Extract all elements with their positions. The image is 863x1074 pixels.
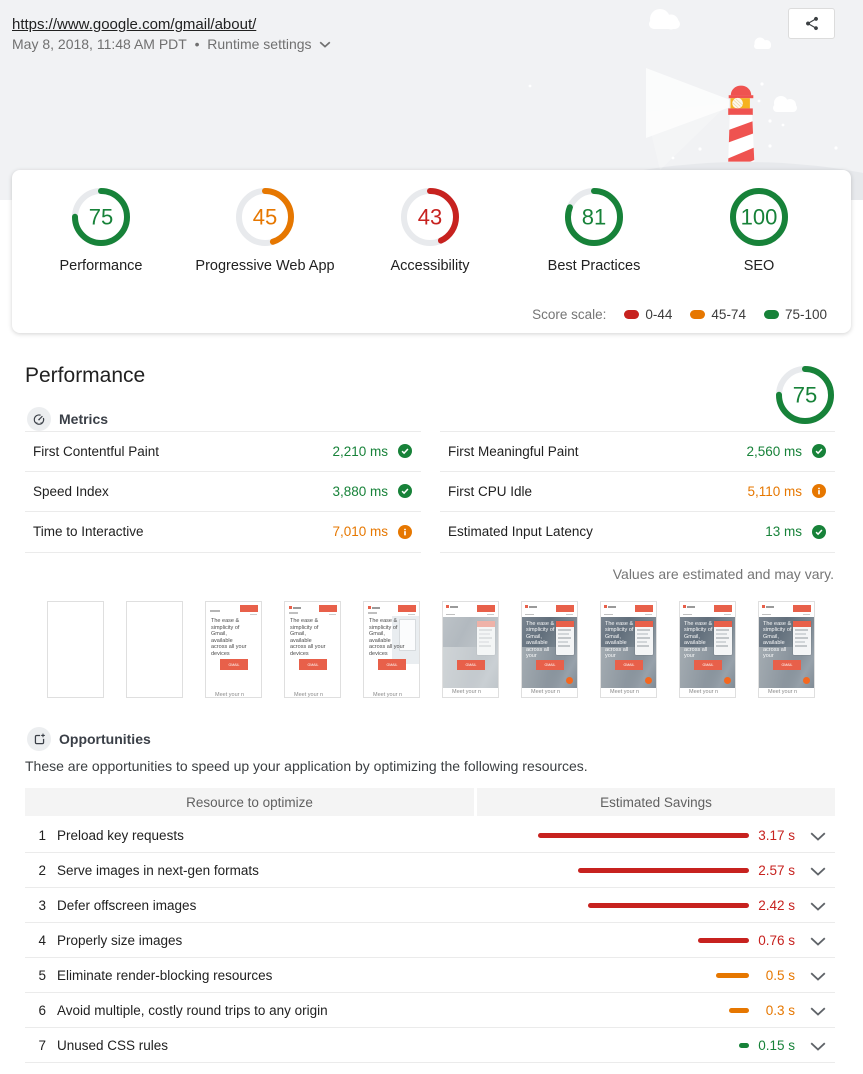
svg-text:75: 75 — [89, 205, 113, 230]
svg-text:43: 43 — [418, 205, 442, 230]
svg-text:100: 100 — [741, 205, 778, 230]
svg-text:81: 81 — [582, 205, 606, 230]
svg-text:75: 75 — [793, 383, 817, 408]
svg-text:45: 45 — [253, 205, 277, 230]
